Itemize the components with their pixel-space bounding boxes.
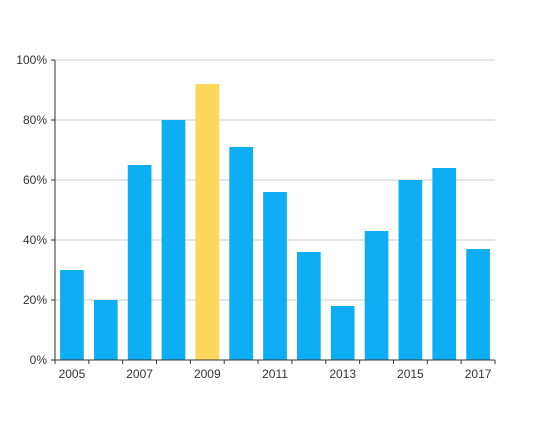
bar-2014 <box>364 231 389 360</box>
y-tick-label: 0% <box>30 353 48 367</box>
y-tick-label: 40% <box>23 233 47 247</box>
y-tick-label: 60% <box>23 173 47 187</box>
bars <box>60 84 490 360</box>
bar-2010 <box>229 147 253 360</box>
bar-2007 <box>127 165 152 360</box>
tick-labels: 0% 20% 40% 60% 80% 100% 2005 2007 2009 2011 2013 20… <box>16 53 491 381</box>
bar-2015 <box>398 180 423 360</box>
x-tick-label: 2015 <box>397 367 424 381</box>
bar-2008 <box>161 120 186 360</box>
y-tick-label: 80% <box>23 113 47 127</box>
axes <box>51 59 496 364</box>
bar-2006 <box>93 300 118 360</box>
bar-2013 <box>330 306 355 360</box>
x-tick-label: 2007 <box>126 367 153 381</box>
y-tick-label: 100% <box>16 53 47 67</box>
y-tick-label: 20% <box>23 293 47 307</box>
x-tick-label: 2011 <box>262 367 288 381</box>
bar-2009 <box>195 84 220 360</box>
x-tick-label: 2013 <box>329 367 356 381</box>
bar-2016 <box>432 168 457 360</box>
x-tick-label: 2009 <box>194 367 221 381</box>
x-tick-label: 2005 <box>59 367 86 381</box>
bar-2011 <box>263 192 287 360</box>
bar-2017 <box>466 249 490 360</box>
x-tick-label: 2017 <box>465 367 492 381</box>
bar-2012 <box>297 252 321 360</box>
bar-2005 <box>60 270 84 360</box>
